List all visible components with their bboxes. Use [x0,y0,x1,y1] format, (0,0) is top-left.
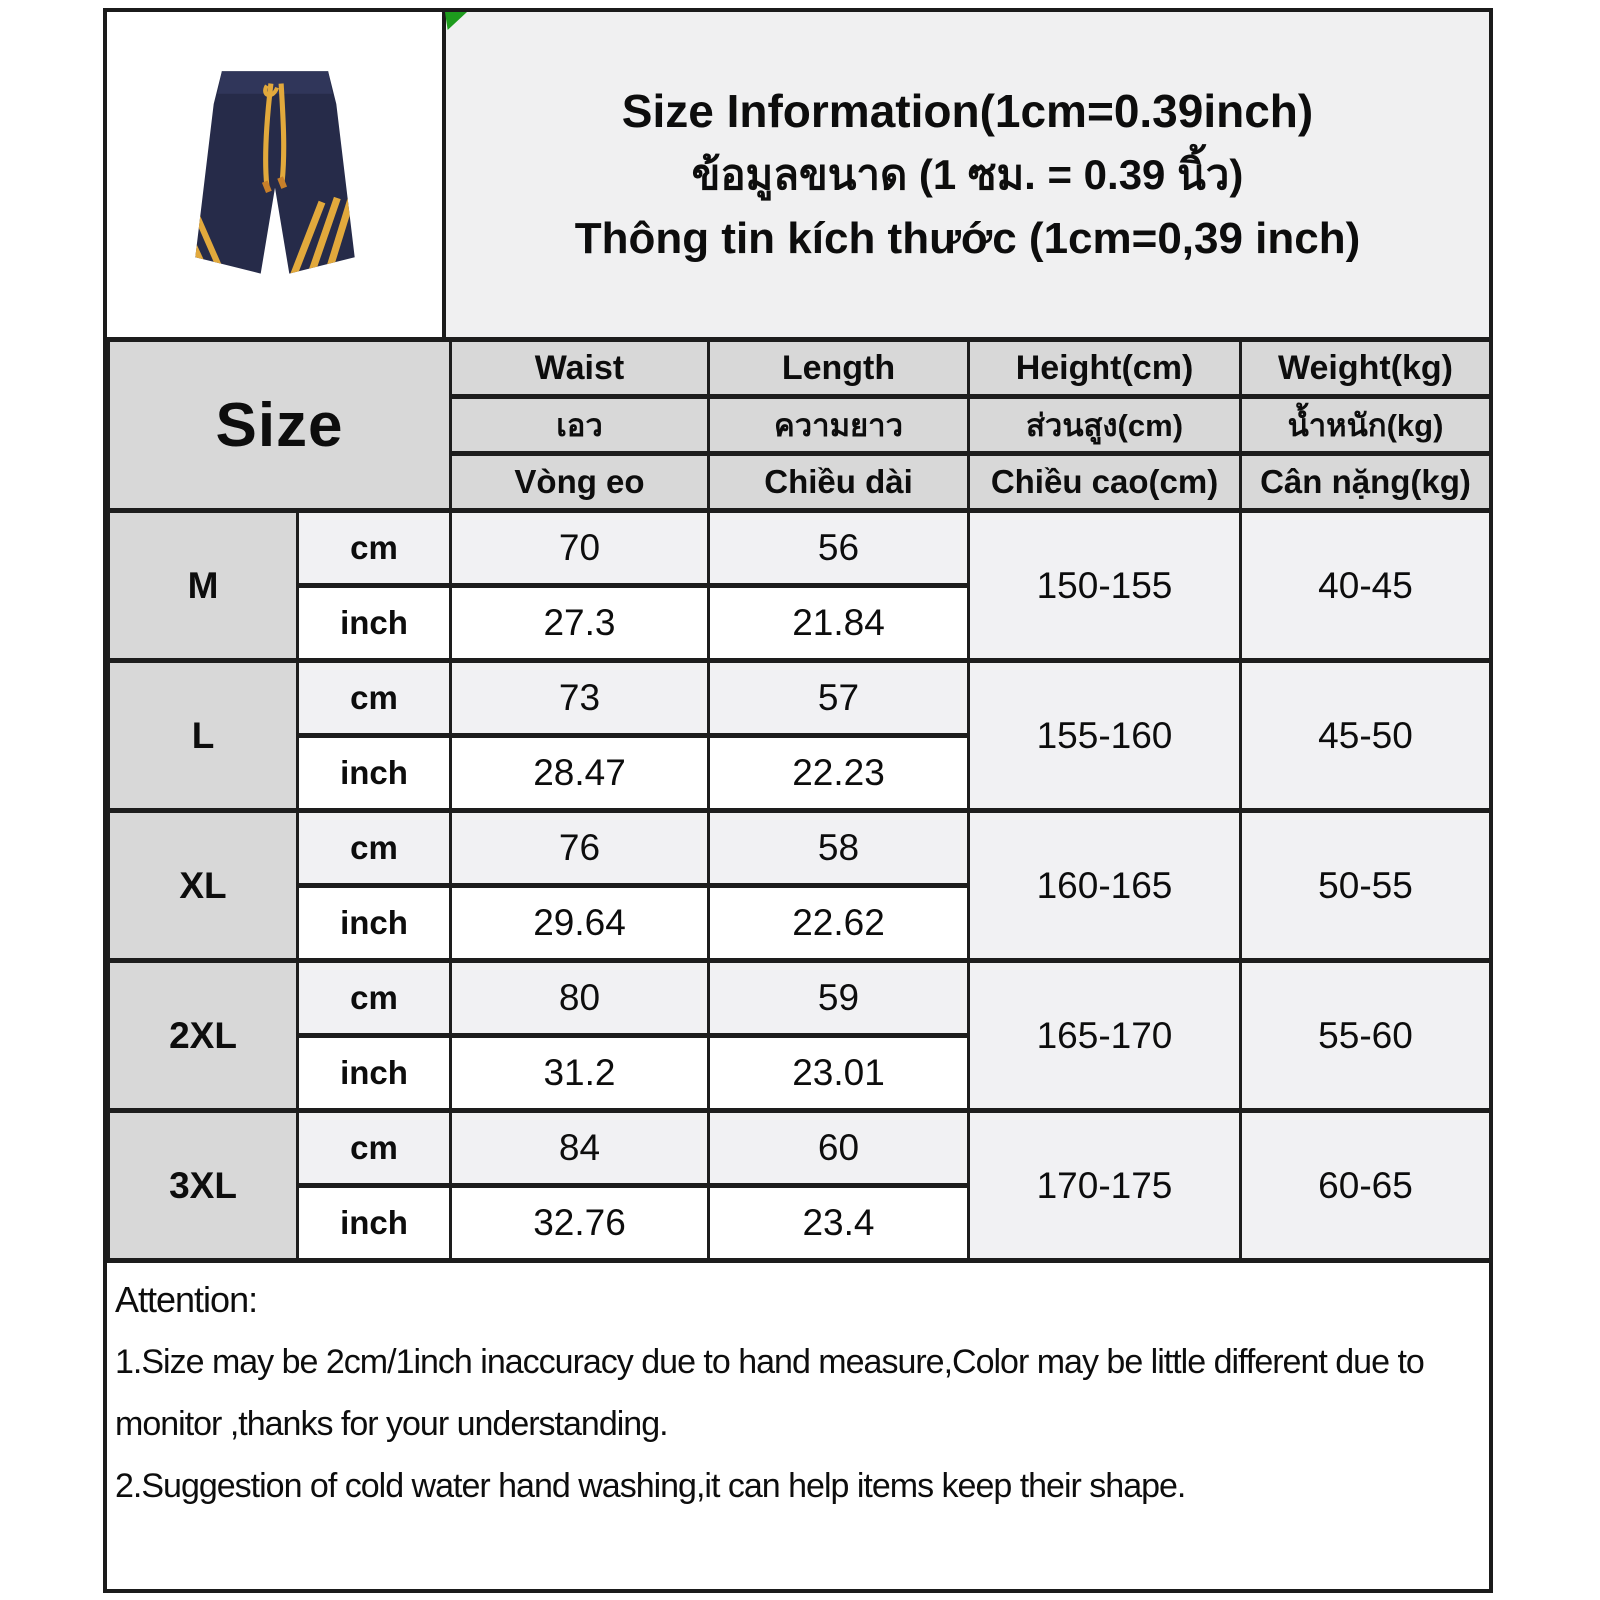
unit-label-inch: inch [296,883,452,963]
m-length-cm: 56 [707,508,970,588]
table-row-l-inch: inch 28.47 22.23 [109,733,1491,813]
title-block: Size Information(1cm=0.39inch) ข้อมูลขนา… [446,12,1489,337]
xl-waist-cm: 76 [449,808,710,888]
shorts-waistband [217,71,332,94]
col-header-height-en: Height(cm) [967,337,1242,399]
l-waist-inch: 28.47 [449,733,710,813]
table-row-2xl-inch: inch 31.2 23.01 [109,1033,1491,1113]
title-vietnamese: Thông tin kích thước (1cm=0,39 inch) [574,213,1361,263]
xl-length-inch: 22.62 [707,883,970,963]
unit-label-cm: cm [296,658,452,738]
m-weight-range: 40-45 [1239,508,1492,663]
attention-section: Attention: 1.Size may be 2cm/1inch inacc… [107,1263,1489,1589]
3xl-length-cm: 60 [707,1108,970,1188]
unit-label-inch: inch [296,583,452,663]
table-header-row-en: Size Waist Length Height(cm) Weight(kg) [107,337,1492,513]
col-header-length-vi: Chiều dài [707,451,970,513]
shorts-drawstring-bow [262,84,279,98]
unit-label-cm: cm [296,958,452,1038]
unit-label-cm: cm [296,508,452,588]
xl-length-cm: 58 [707,808,970,888]
col-header-height-vi: Chiều cao(cm) [967,451,1242,513]
3xl-height-range: 170-175 [967,1108,1242,1263]
2xl-length-cm: 59 [707,958,970,1038]
title-english: Size Information(1cm=0.39inch) [621,84,1314,137]
size-label-l: L [107,658,299,813]
shorts-stripe [305,196,341,274]
title-thai: ข้อมูลขนาด (1 ซม. = 0.39 นิ้ว) [691,150,1244,198]
m-waist-cm: 70 [449,508,710,588]
size-label-xl: XL [107,808,299,963]
shorts-drawstring [278,83,286,182]
table-header-row-th: เอว ความยาว ส่วนสูง(cm) น้ำหนัก(kg) [109,394,1492,456]
unit-label-cm: cm [296,1108,452,1188]
l-weight-range: 45-50 [1239,658,1492,813]
col-header-waist-vi: Vòng eo [449,451,710,513]
col-header-waist-th: เอว [449,394,710,456]
3xl-waist-cm: 84 [449,1108,710,1188]
size-column-header: Size [107,337,452,513]
2xl-waist-inch: 31.2 [449,1033,710,1113]
table-row-m-cm: M cm 70 56 150-155 40-45 [107,508,1492,663]
xl-weight-range: 50-55 [1239,808,1492,963]
size-chart: Size Information(1cm=0.39inch) ข้อมูลขนา… [103,8,1493,1593]
xl-height-range: 160-165 [967,808,1242,963]
size-label-m: M [107,508,299,663]
table-row-3xl-inch: inch 32.76 23.4 [109,1183,1491,1263]
3xl-length-inch: 23.4 [707,1183,970,1263]
product-photo-cell [107,12,446,337]
3xl-weight-range: 60-65 [1239,1108,1492,1263]
size-table: Size Waist Length Height(cm) Weight(kg) … [107,337,1492,1263]
shorts-stripe [289,200,325,274]
attention-note-1: 1.Size may be 2cm/1inch inaccuracy due t… [115,1343,1425,1443]
size-label-2xl: 2XL [107,958,299,1113]
xl-waist-inch: 29.64 [449,883,710,963]
col-header-length-en: Length [707,337,970,399]
m-length-inch: 21.84 [707,583,970,663]
unit-label-cm: cm [296,808,452,888]
col-header-height-th: ส่วนสูง(cm) [967,394,1242,456]
2xl-length-inch: 23.01 [707,1033,970,1113]
col-header-length-th: ความยาว [707,394,970,456]
unit-label-inch: inch [296,733,452,813]
header-section: Size Information(1cm=0.39inch) ข้อมูลขนา… [107,12,1489,337]
table-row-l-cm: L cm 73 57 155-160 45-50 [107,658,1492,813]
l-waist-cm: 73 [449,658,710,738]
col-header-weight-en: Weight(kg) [1239,337,1492,399]
table-header-row-vi: Vòng eo Chiều dài Chiều cao(cm) Cân nặng… [109,451,1492,513]
m-waist-inch: 27.3 [449,583,710,663]
attention-heading: Attention: [115,1279,258,1320]
shorts-drawstring-tip [276,176,287,189]
l-length-cm: 57 [707,658,970,738]
shorts-body [194,71,355,274]
col-header-waist-en: Waist [449,337,710,399]
2xl-weight-range: 55-60 [1239,958,1492,1113]
3xl-waist-inch: 32.76 [449,1183,710,1263]
col-header-weight-vi: Cân nặng(kg) [1239,451,1492,513]
table-row-xl-inch: inch 29.64 22.62 [109,883,1491,963]
table-row-xl-cm: XL cm 76 58 160-165 50-55 [107,808,1492,963]
table-row-m-inch: inch 27.3 21.84 [109,583,1491,663]
table-row-3xl-cm: 3XL cm 84 60 170-175 60-65 [107,1108,1492,1263]
l-length-inch: 22.23 [707,733,970,813]
2xl-waist-cm: 80 [449,958,710,1038]
shorts-drawstring-tip [261,180,272,194]
shorts-image [194,71,355,274]
col-header-weight-th: น้ำหนัก(kg) [1239,394,1492,456]
m-height-range: 150-155 [967,508,1242,663]
attention-note-2: 2.Suggestion of cold water hand washing,… [115,1467,1186,1505]
size-label-3xl: 3XL [107,1108,299,1263]
unit-label-inch: inch [296,1183,452,1263]
unit-label-inch: inch [296,1033,452,1113]
table-row-2xl-cm: 2XL cm 80 59 165-170 55-60 [107,958,1492,1113]
2xl-height-range: 165-170 [967,958,1242,1113]
l-height-range: 155-160 [967,658,1242,813]
